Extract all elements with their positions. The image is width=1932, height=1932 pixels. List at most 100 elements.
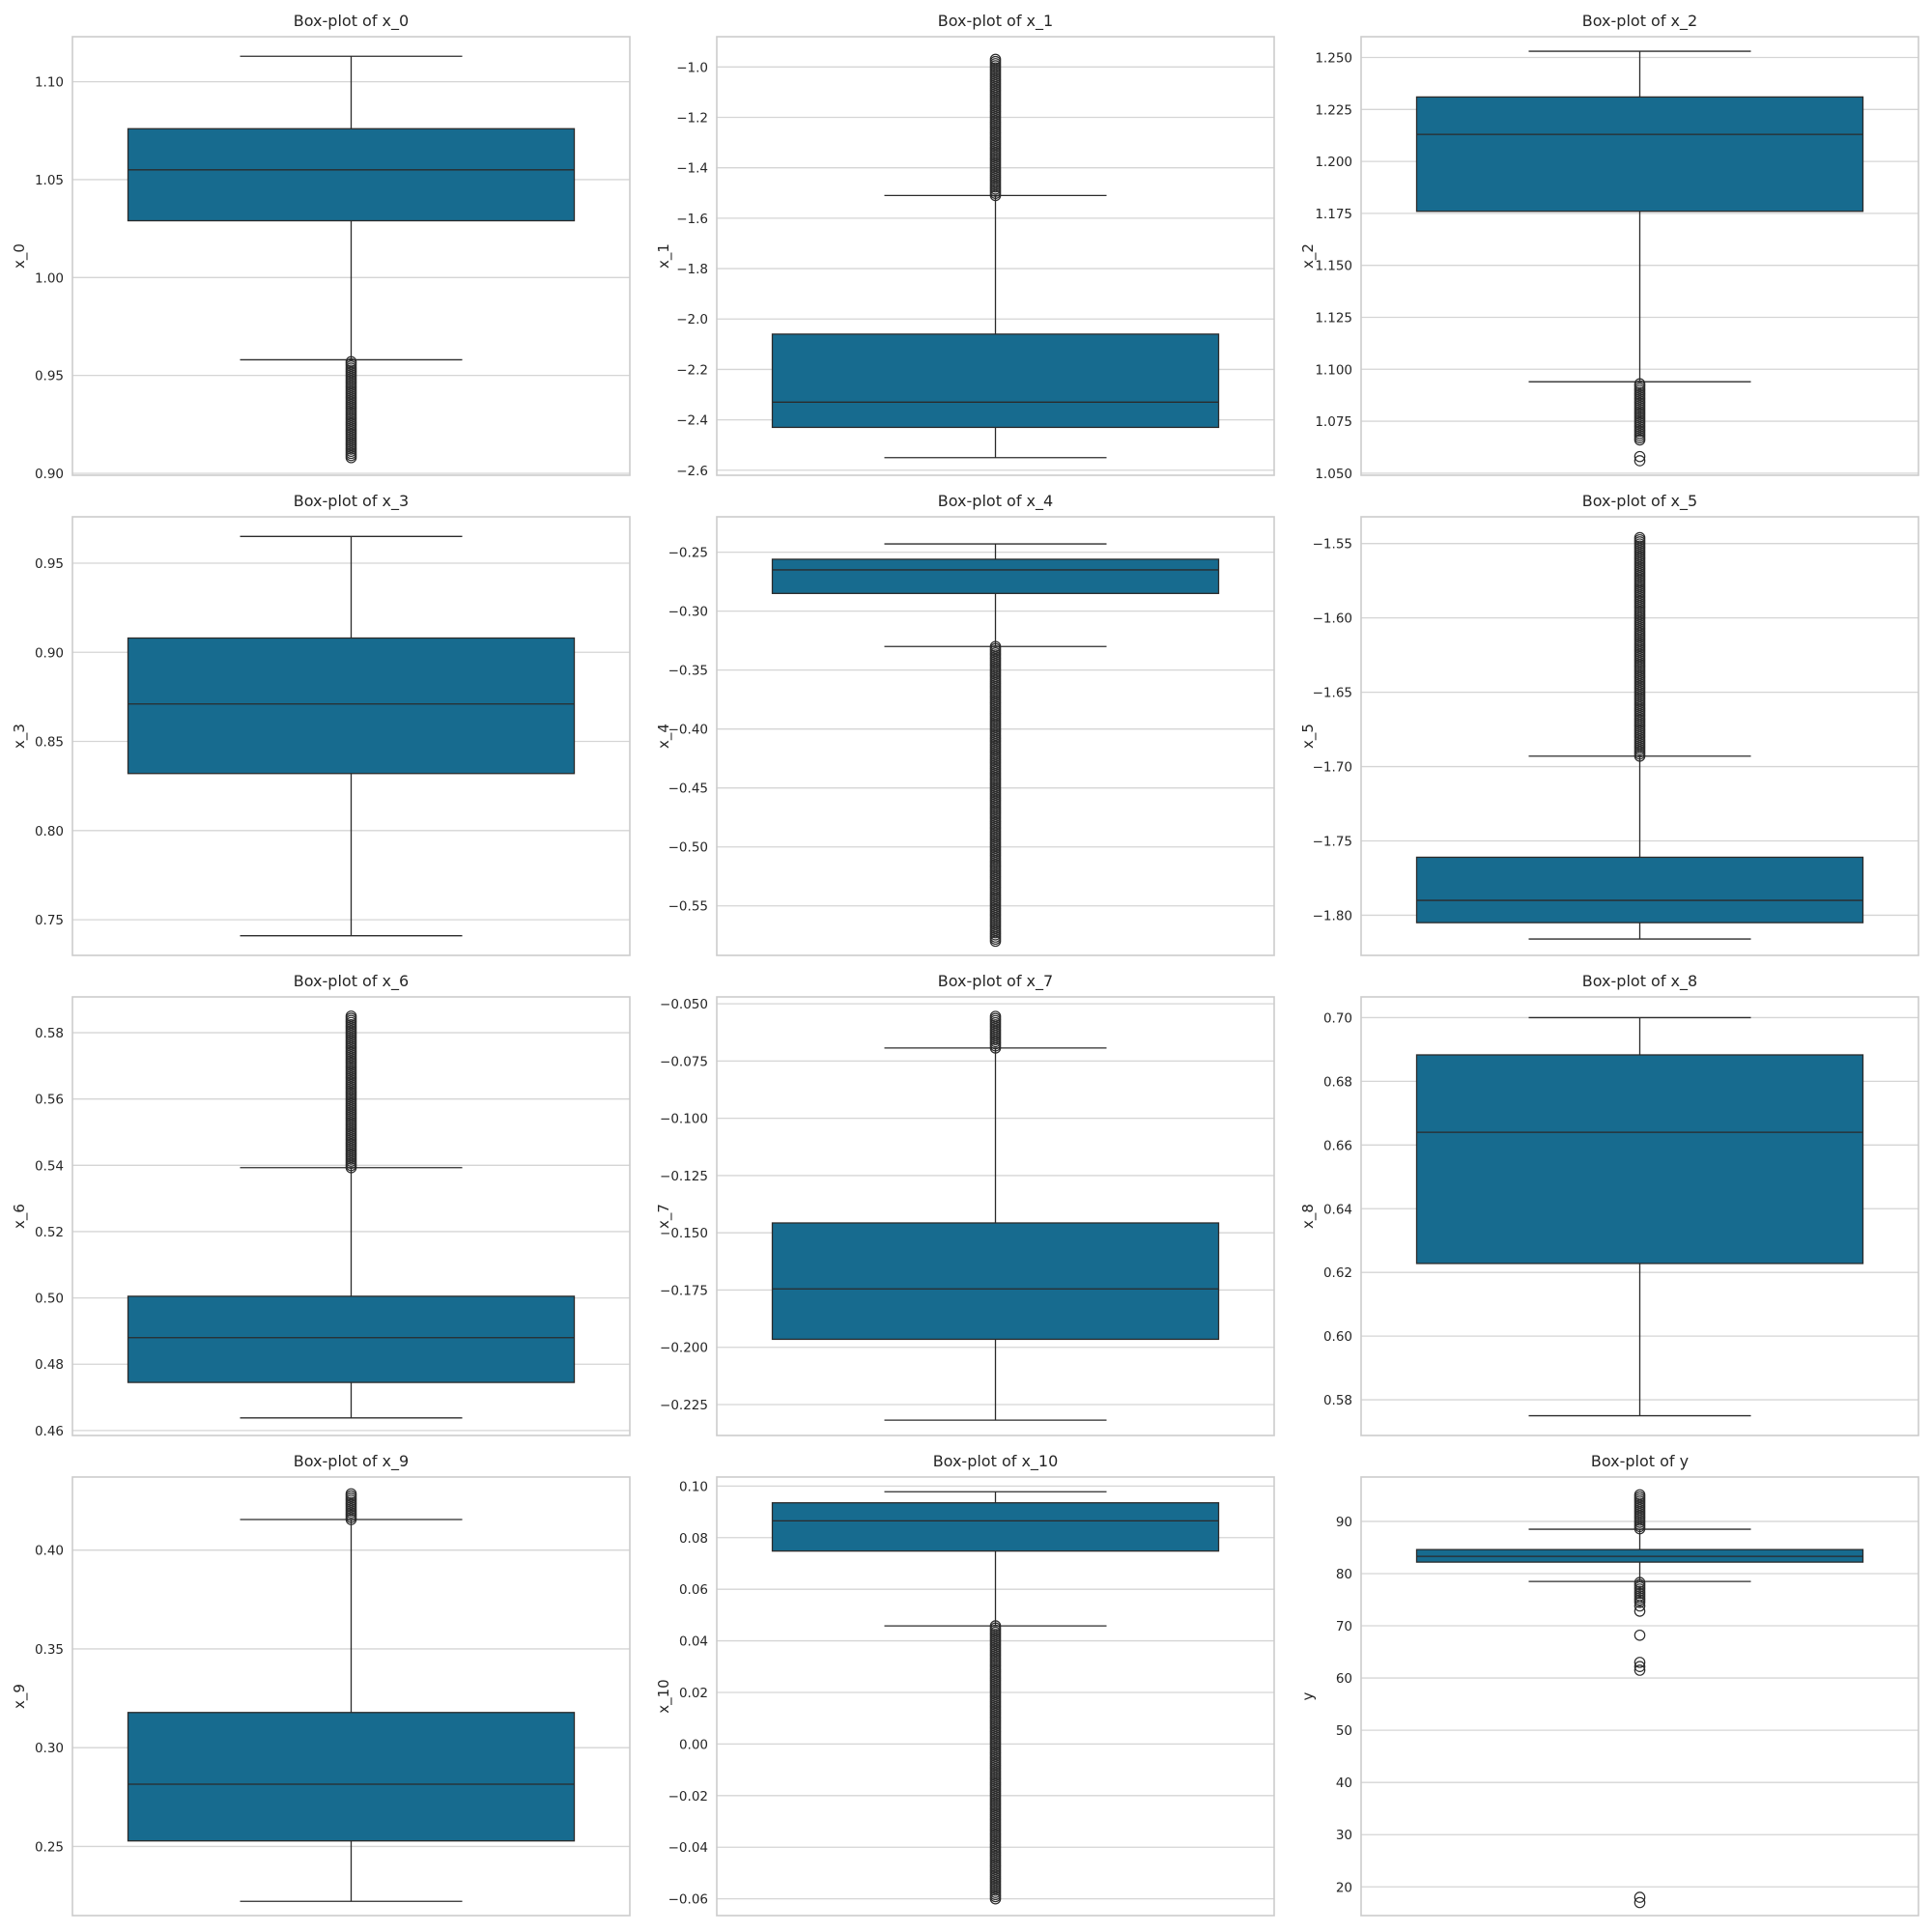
y-tick-label: 0.50 [35, 1292, 64, 1307]
y-tick-label: 60 [1336, 1671, 1352, 1687]
y-tick-label: 30 [1336, 1828, 1352, 1843]
plot-frame [71, 36, 631, 476]
plot-frame [1360, 36, 1919, 476]
y-tick-label: 1.00 [35, 270, 64, 286]
subplot-title: Box-plot of x_5 [1582, 492, 1697, 511]
subplot-6: Box-plot of x_6 x_6 0.46 0.48 0.50 0.52 0.54 0.… [11, 972, 631, 1439]
y-axis-label: x_10 [655, 1679, 673, 1713]
subplot-9: Box-plot of x_9 x_9 0.25 0.30 0.35 0.40 [11, 1452, 631, 1917]
y-axis-label: x_2 [1299, 243, 1318, 269]
iqr-box [127, 128, 576, 222]
y-tick-label: 1.10 [35, 75, 64, 91]
y-tick-label: 1.200 [1315, 155, 1352, 170]
iqr-box [127, 1295, 576, 1383]
y-tick-label: −0.075 [660, 1054, 708, 1069]
iqr-box [771, 1502, 1220, 1552]
y-tick-label: 70 [1336, 1619, 1352, 1634]
y-tick-label: 20 [1336, 1880, 1352, 1895]
outlier-point [345, 1161, 357, 1174]
y-tick-label: 0.90 [35, 467, 64, 482]
y-axis-label: x_9 [11, 1684, 29, 1709]
outlier-point [1634, 1664, 1646, 1676]
y-tick-label: 0.00 [679, 1737, 708, 1752]
plot-frame [716, 996, 1275, 1436]
subplot-title: Box-plot of y [1591, 1452, 1689, 1470]
y-axis-label: x_3 [11, 724, 29, 749]
y-tick-label: −1.55 [1313, 537, 1352, 553]
subplot-title: Box-plot of x_7 [938, 972, 1053, 991]
outlier-point [989, 1042, 1002, 1054]
y-tick-label: −1.6 [676, 212, 708, 227]
plot-frame [71, 1476, 631, 1917]
outlier-point [1634, 1629, 1646, 1641]
plot-frame [71, 996, 631, 1436]
y-tick-label: 1.100 [1315, 362, 1352, 378]
y-tick-label: 0.70 [1323, 1010, 1352, 1026]
y-axis-label: x_0 [11, 243, 29, 269]
plot-frame [71, 516, 631, 956]
y-tick-label: 1.050 [1315, 467, 1352, 482]
y-axis-label: x_5 [1299, 724, 1318, 749]
subplot-10: Box-plot of x_10 x_10 −0.06 −0.04 −0.02 0.00 0… [655, 1452, 1275, 1917]
y-tick-label: −0.25 [668, 546, 708, 561]
outlier-point [989, 935, 1002, 948]
y-tick-label: −0.35 [668, 664, 708, 679]
outlier-point [1634, 434, 1646, 446]
subplot-3: Box-plot of x_3 x_3 0.75 0.80 0.85 0.90 0.95 [11, 492, 631, 956]
y-tick-label: −1.70 [1313, 760, 1352, 776]
outlier-point [989, 1892, 1002, 1905]
y-tick-label: 0.02 [679, 1686, 708, 1701]
iqr-box [771, 1222, 1220, 1341]
outlier-point [1634, 750, 1646, 762]
y-tick-label: 90 [1336, 1515, 1352, 1530]
y-tick-label: −0.40 [668, 723, 708, 738]
iqr-box [771, 333, 1220, 429]
plot-frame [716, 1476, 1275, 1917]
y-tick-label: −1.4 [676, 161, 708, 177]
y-tick-label: −1.2 [676, 110, 708, 126]
y-tick-label: 1.225 [1315, 102, 1352, 118]
y-tick-label: 0.54 [35, 1158, 64, 1174]
y-tick-label: 0.62 [1323, 1265, 1352, 1281]
subplot-8: Box-plot of x_8 x_8 0.58 0.60 0.62 0.64 0.66 0.… [1299, 972, 1919, 1436]
y-tick-label: 0.80 [35, 824, 64, 839]
iqr-box [127, 1712, 576, 1842]
subplot-title: Box-plot of x_1 [938, 12, 1053, 31]
y-tick-label: 0.90 [35, 645, 64, 661]
y-tick-label: 0.56 [35, 1093, 64, 1108]
y-tick-label: 1.150 [1315, 259, 1352, 274]
subplot-11: Box-plot of y y 20 30 40 50 60 70 80 90 [1299, 1452, 1919, 1917]
y-tick-label: −0.150 [660, 1226, 708, 1241]
y-tick-label: −0.45 [668, 781, 708, 797]
iqr-box [127, 637, 576, 775]
subplot-1: Box-plot of x_1 x_1 −2.6 −2.4 −2.2 −2.0 −1.8 −1… [655, 12, 1275, 479]
subplot-title: Box-plot of x_8 [1582, 972, 1697, 991]
outlier-point [1634, 1891, 1646, 1903]
subplot-title: Box-plot of x_3 [294, 492, 409, 511]
y-tick-label: 0.75 [35, 913, 64, 928]
y-tick-label: 0.35 [35, 1642, 64, 1658]
y-tick-label: −1.75 [1313, 834, 1352, 849]
outlier-point [1634, 1661, 1646, 1672]
y-tick-label: −0.06 [668, 1892, 708, 1908]
y-tick-label: −2.0 [676, 312, 708, 327]
subplot-title: Box-plot of x_0 [294, 12, 409, 31]
plot-frame [1360, 1476, 1919, 1917]
y-tick-label: 0.25 [35, 1839, 64, 1855]
y-tick-label: 0.85 [35, 735, 64, 751]
y-tick-label: 0.60 [1323, 1329, 1352, 1345]
y-tick-label: −2.6 [676, 464, 708, 479]
y-tick-label: 0.46 [35, 1424, 64, 1439]
y-tick-label: −0.200 [660, 1341, 708, 1356]
y-tick-label: 1.175 [1315, 207, 1352, 222]
outlier-point [345, 451, 357, 464]
y-tick-label: 0.95 [35, 556, 64, 572]
y-tick-label: 0.40 [35, 1544, 64, 1559]
y-tick-label: −0.175 [660, 1283, 708, 1298]
y-tick-label: −1.8 [676, 262, 708, 277]
plot-frame [1360, 516, 1919, 956]
outlier-point [1634, 1896, 1646, 1909]
y-tick-label: 0.52 [35, 1225, 64, 1240]
y-axis-label: x_6 [11, 1204, 29, 1229]
